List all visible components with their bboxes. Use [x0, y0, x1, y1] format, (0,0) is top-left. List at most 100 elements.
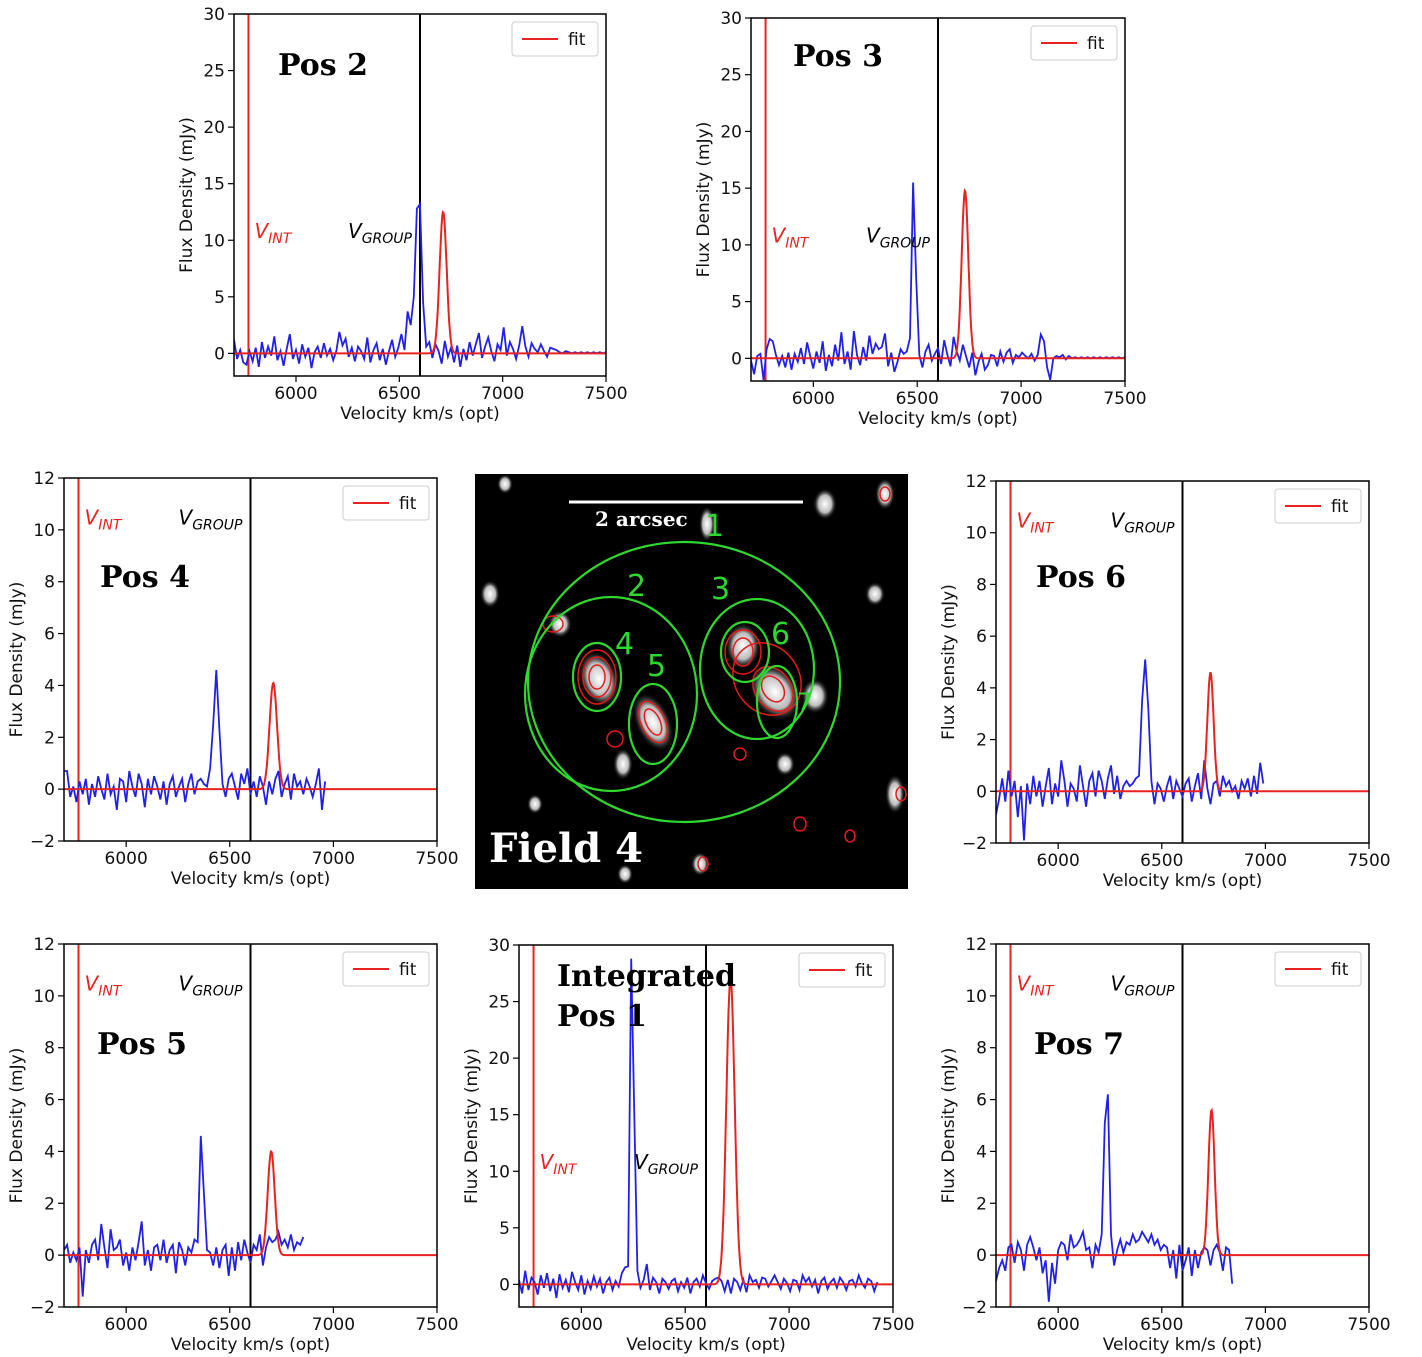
y-tick-label: 0	[731, 349, 742, 369]
legend-label: fit	[568, 30, 586, 50]
y-axis-label: Flux Density (mJy)	[7, 582, 27, 738]
v-group-label: VGROUP	[634, 1150, 699, 1178]
y-tick-label: 15	[203, 175, 225, 195]
y-tick-label: 30	[720, 9, 742, 29]
legend: fit	[1274, 951, 1362, 987]
region-apertures	[523, 540, 842, 824]
y-tick-label: 6	[976, 627, 987, 647]
region-label-3: 3	[711, 572, 730, 607]
x-tick-label: 7000	[999, 389, 1042, 409]
pos6-spectrum-chart: 6000 6500 7000 7500 −2 0 2 4 6 8 10 12 Velocity km/s…	[939, 472, 1391, 891]
y-tick-label: 15	[720, 179, 742, 199]
panel-title: Pos 4	[100, 560, 190, 595]
y-tick-label: 10	[488, 1162, 510, 1182]
panel-title: Pos 7	[1034, 1027, 1124, 1062]
x-tick-label: 6000	[1037, 851, 1080, 871]
legend: fit	[511, 21, 599, 57]
v-group-label: VGROUP	[348, 219, 413, 247]
x-axis-label: Velocity km/s (opt)	[340, 404, 500, 424]
y-axis-label: Flux Density (mJy)	[939, 1048, 959, 1204]
x-axis-label: Velocity km/s (opt)	[1103, 1335, 1263, 1355]
v-group-label: VGROUP	[866, 224, 931, 252]
legend: fit	[342, 485, 430, 521]
pos5-spectrum-chart: 6000 6500 7000 7500 −2 0 2 4 6 8 10 12 Velocity km/s…	[7, 935, 459, 1355]
field-title: Field 4	[489, 825, 643, 872]
x-tick-label: 7000	[1244, 1315, 1287, 1335]
y-tick-label: 0	[976, 1246, 987, 1266]
plot-frame	[63, 943, 438, 1308]
v-group-label: VGROUP	[179, 972, 244, 1000]
y-tick-label: 12	[965, 472, 987, 492]
aperture-6	[719, 620, 771, 684]
v-int-label: VINT	[85, 972, 123, 1000]
x-tick-label: 7000	[1244, 851, 1287, 871]
pos2-spectrum-chart: 6000 6500 7000 7500 0 5 10 15 20 25 30 Velocity km/…	[177, 5, 628, 424]
legend-label: fit	[855, 961, 873, 981]
hi-contours	[542, 486, 907, 872]
aperture-1	[526, 540, 842, 824]
region-label-2: 2	[627, 569, 646, 604]
region-numbers: 1 2 3 4 5 6 7	[615, 509, 812, 716]
legend: fit	[342, 951, 430, 987]
y-tick-label: 6	[44, 625, 55, 645]
panel-title: Pos 5	[97, 1027, 187, 1062]
x-tick-label: 6500	[208, 849, 251, 869]
y-tick-label: 25	[720, 66, 742, 86]
legend-label: fit	[399, 494, 417, 514]
y-tick-label: 8	[44, 573, 55, 593]
v-group-label: VGROUP	[1111, 509, 1176, 537]
x-tick-label: 7500	[1103, 389, 1146, 409]
y-tick-label: 12	[33, 935, 55, 955]
region-label-5: 5	[647, 649, 666, 684]
plot-frame	[233, 13, 607, 377]
y-tick-label: 10	[965, 987, 987, 1007]
y-tick-label: 0	[214, 344, 225, 364]
y-tick-label: 0	[976, 782, 987, 802]
y-tick-label: 25	[203, 62, 225, 82]
y-tick-label: 12	[965, 935, 987, 955]
x-tick-label: 7000	[767, 1315, 810, 1335]
v-int-label: VINT	[1017, 509, 1055, 537]
fit-line	[751, 188, 1125, 360]
spectrum-line	[64, 669, 326, 811]
y-tick-label: 5	[214, 288, 225, 308]
y-tick-label: 5	[499, 1219, 510, 1239]
plot-area	[64, 944, 437, 1307]
plot-area	[751, 18, 1125, 381]
x-tick-label: 6500	[1140, 851, 1183, 871]
y-tick-label: 30	[203, 5, 225, 25]
y-tick-label: 30	[488, 936, 510, 956]
x-tick-label: 7000	[481, 384, 524, 404]
plot-frame	[995, 943, 1370, 1308]
panel-title: Pos 2	[278, 48, 368, 83]
x-tick-label: 6500	[208, 1315, 251, 1335]
pos3-spectrum-chart: 6000 6500 7000 7500 0 5 10 15 20 25 30 Velocity km/…	[694, 9, 1147, 429]
y-tick-label: 5	[731, 293, 742, 313]
y-tick-label: 6	[44, 1091, 55, 1111]
x-tick-label: 6500	[1140, 1315, 1183, 1335]
y-tick-label: 2	[44, 1194, 55, 1214]
x-axis-label: Velocity km/s (opt)	[1103, 871, 1263, 891]
y-tick-label: 10	[203, 231, 225, 251]
x-tick-label: 6000	[274, 384, 317, 404]
legend: fit	[798, 952, 886, 988]
plot-frame	[518, 944, 894, 1308]
y-tick-label: 4	[976, 1142, 987, 1162]
x-axis-label: Velocity km/s (opt)	[171, 1335, 331, 1355]
y-axis-label: Flux Density (mJy)	[177, 117, 197, 273]
region-label-7: 7	[797, 688, 812, 716]
fit-line	[64, 681, 437, 791]
x-tick-label: 6000	[560, 1315, 603, 1335]
scale-bar-label: 2 arcsec	[595, 507, 688, 531]
x-tick-label: 7500	[415, 1315, 458, 1335]
spectrum-line	[64, 1135, 305, 1297]
x-tick-label: 6500	[896, 389, 939, 409]
y-tick-label: 8	[44, 1039, 55, 1059]
v-int-label: VINT	[85, 506, 123, 534]
y-tick-label: 0	[44, 1246, 55, 1266]
y-tick-label: 2	[976, 1194, 987, 1214]
panel-title: Pos 3	[793, 39, 883, 74]
spectrum-line	[996, 659, 1265, 841]
x-tick-label: 7000	[312, 1315, 355, 1335]
plot-area	[234, 14, 606, 376]
